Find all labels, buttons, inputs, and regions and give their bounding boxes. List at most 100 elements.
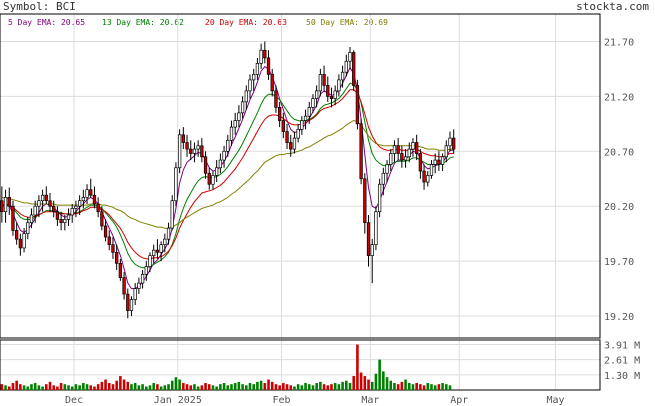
candle-body — [66, 214, 71, 220]
candle-body — [337, 79, 341, 92]
candle-body — [307, 107, 311, 117]
candle-body — [392, 145, 397, 154]
candle-body — [77, 200, 82, 207]
candle-body — [200, 145, 204, 158]
volume-bar — [378, 359, 381, 390]
volume-bar — [445, 384, 448, 390]
volume-bar — [122, 379, 126, 390]
candle-body — [33, 205, 37, 216]
candle-body — [385, 164, 389, 174]
candle-body — [48, 200, 52, 207]
volume-bar — [370, 381, 374, 390]
candle-body — [411, 142, 415, 150]
candle-body — [259, 49, 263, 64]
ema20-legend: 20 Day EMA: 20.63 — [205, 18, 287, 27]
candle-body — [63, 219, 67, 224]
volume-bar — [189, 385, 193, 390]
volume-bar — [415, 383, 418, 390]
volume-bar — [311, 385, 315, 390]
candle-body — [126, 293, 130, 311]
volume-bar — [222, 383, 226, 390]
volume-bar — [345, 380, 348, 390]
candle-body — [55, 211, 60, 220]
candle-body — [192, 148, 197, 154]
volume-bar — [200, 385, 204, 390]
volume-bars — [0, 344, 452, 390]
volume-bar — [307, 384, 311, 390]
volume-bar — [115, 380, 118, 390]
candle-body — [448, 137, 452, 147]
ema20-line — [1, 89, 454, 260]
candle-body — [348, 52, 352, 62]
date-tick: Dec — [65, 395, 83, 406]
candle-body — [18, 238, 23, 249]
volume-bar — [56, 386, 59, 390]
price-axis: 21.70 21.20 20.70 20.20 19.70 19.20 — [604, 37, 634, 323]
candle-body — [0, 200, 4, 213]
volume-tick: 2.61 M — [604, 356, 640, 367]
candle-body — [177, 134, 182, 169]
candle-body — [107, 236, 111, 245]
volume-bar — [163, 385, 167, 390]
candle-body — [359, 123, 363, 180]
volume-bar — [252, 384, 255, 390]
volume-bar — [359, 372, 363, 390]
volume-bar — [389, 380, 393, 390]
volume-bar — [4, 385, 7, 390]
volume-bar — [70, 386, 74, 390]
volume-bar — [96, 384, 100, 390]
volume-bar — [296, 384, 300, 390]
volume-bar — [319, 381, 322, 390]
date-tick: Feb — [272, 395, 290, 406]
candle-body — [440, 156, 445, 165]
candle-body — [277, 107, 282, 121]
volume-bar — [289, 385, 293, 390]
volume-axis: 3.91 M 2.61 M 1.30 M — [604, 341, 640, 382]
candle-body — [174, 167, 178, 202]
volume-bar — [400, 381, 404, 390]
candle-body — [326, 85, 330, 97]
volume-bar — [100, 381, 104, 390]
candle-body — [248, 79, 252, 92]
volume-bar — [170, 380, 174, 390]
volume-bar — [333, 383, 337, 390]
candle-body — [344, 60, 348, 73]
candle-body — [263, 49, 267, 59]
candle-body — [318, 74, 323, 92]
candle-body — [422, 170, 426, 183]
candle-body — [166, 227, 171, 240]
date-tick: May — [547, 395, 565, 406]
volume-bar — [174, 377, 178, 390]
candle-body — [11, 205, 15, 231]
volume-bar — [78, 385, 81, 390]
volume-bar — [107, 383, 111, 390]
candle-body — [96, 203, 100, 213]
volume-bar — [407, 383, 411, 390]
candle-body — [103, 225, 108, 238]
candle-body — [22, 233, 26, 249]
volume-bar — [341, 381, 344, 390]
candle-body — [137, 282, 141, 289]
candle-body — [215, 167, 219, 176]
volume-bar — [241, 384, 244, 390]
ema50-legend: 50 Day EMA: 20.69 — [306, 18, 388, 27]
volume-bar — [15, 380, 18, 390]
volume-bar — [274, 384, 278, 390]
candle-body — [333, 90, 337, 99]
volume-bar — [193, 384, 196, 390]
volume-bar — [315, 383, 318, 390]
volume-bar — [382, 371, 385, 390]
candle-body — [189, 148, 193, 154]
candle-body — [252, 74, 256, 81]
volume-bar — [411, 384, 415, 390]
candle-body — [237, 112, 241, 121]
site-label: stockta.com — [576, 0, 649, 13]
volume-bar — [393, 383, 396, 390]
candle-body — [207, 172, 211, 185]
candle-body — [133, 288, 137, 300]
candle-body — [222, 150, 226, 161]
candle-body — [140, 273, 145, 284]
volume-bar — [0, 384, 4, 390]
volume-bar — [419, 384, 422, 390]
volume-bar — [248, 383, 252, 390]
